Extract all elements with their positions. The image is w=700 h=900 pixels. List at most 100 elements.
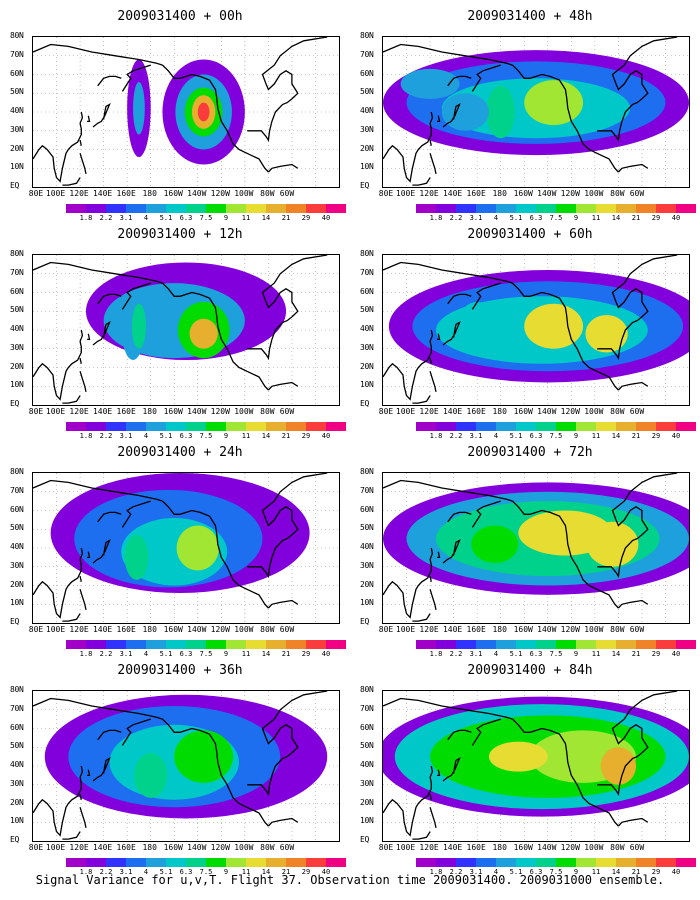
colorbar-label: 2.2	[99, 650, 113, 658]
colorbar-swatch	[536, 858, 556, 867]
coastline	[87, 551, 91, 559]
colorbar-swatch	[416, 640, 436, 649]
longitude-label: 120E	[419, 189, 439, 198]
coastline	[412, 177, 431, 186]
latitude-label: 80N	[360, 249, 374, 258]
colorbar-swatch	[516, 858, 536, 867]
latitude-label: 20N	[360, 143, 374, 153]
colorbar-label: 4	[493, 868, 499, 876]
latitude-label: 40N	[10, 542, 24, 551]
colorbar-swatch	[556, 204, 576, 213]
coastline	[79, 589, 87, 611]
colorbar-label: 14	[261, 214, 271, 222]
longitude-label: 160E	[116, 625, 136, 634]
colorbar-swatch	[306, 858, 326, 867]
colorbar-swatch	[326, 640, 346, 649]
coastline	[92, 757, 111, 782]
longitude-label: 60W	[629, 625, 645, 634]
latitude-label: EQ	[10, 181, 20, 190]
colorbar-swatch	[146, 204, 166, 213]
longitude-label: 100E	[395, 407, 416, 416]
longitude-label: 120E	[69, 625, 89, 634]
longitude-label: 140E	[92, 407, 113, 416]
colorbar-label: 1.8	[429, 650, 443, 658]
longitude-label: 100W	[234, 407, 254, 416]
variance-map	[32, 254, 340, 406]
coastline	[79, 357, 82, 364]
colorbar-swatch	[676, 204, 696, 213]
colorbar-label: 29	[301, 650, 311, 658]
longitude-label: 80W	[610, 189, 625, 198]
longitude-label: 60W	[279, 407, 295, 416]
colorbar-label: 6.3	[529, 650, 543, 658]
longitude-label: 140W	[537, 189, 557, 198]
longitude-label: 140W	[187, 407, 207, 416]
colorbar-label: 6.3	[179, 650, 193, 658]
latitude-label: 70N	[360, 485, 374, 495]
longitude-label: 80E	[378, 189, 394, 198]
longitude-label: 160W	[163, 625, 183, 634]
colorbar-label: 11	[241, 214, 251, 222]
colorbar-swatch	[656, 640, 676, 649]
colorbar-label: 1.8	[429, 214, 443, 222]
variance-contour	[486, 85, 515, 139]
colorbar-label: 9	[573, 650, 579, 658]
colorbar-swatch	[496, 422, 516, 431]
latitude-label: 50N	[360, 305, 374, 315]
colorbar-swatch	[286, 858, 306, 867]
coastline	[79, 153, 87, 175]
longitude-label: 140W	[187, 189, 207, 198]
colorbar-label: 14	[261, 650, 271, 658]
colorbar-swatch	[226, 204, 246, 213]
colorbar-swatch	[226, 858, 246, 867]
coastline	[471, 718, 501, 746]
forecast-panel: 2009031400 + 12h 80N 70N 60N 50N 40N 30N 20N 10N…	[10, 226, 350, 441]
coastline	[617, 381, 649, 391]
colorbar-label: 7.5	[199, 214, 213, 222]
coastline	[429, 575, 432, 582]
latitude-label: 60N	[360, 504, 374, 514]
colorbar-label: 6.3	[179, 214, 193, 222]
colorbar-swatch	[226, 640, 246, 649]
longitude-label: 140W	[187, 625, 207, 634]
longitude-label: 100W	[234, 843, 254, 852]
variance-field	[50, 473, 310, 593]
forecast-panel: 2009031400 + 48h 80N 70N 60N 50N 40N 30N 20N 10N…	[360, 8, 700, 223]
colorbar-swatch	[636, 858, 656, 867]
coastline	[162, 282, 269, 391]
longitude-label: 140E	[442, 843, 463, 852]
latitude-label: 20N	[360, 797, 374, 807]
longitude-label: 80E	[28, 189, 44, 198]
coastline	[611, 255, 678, 318]
variance-contour	[131, 303, 146, 349]
latitude-label: 50N	[10, 305, 24, 315]
coastline	[429, 589, 437, 611]
coastline	[611, 473, 678, 536]
coastline	[442, 321, 461, 346]
longitude-label: 80W	[260, 843, 275, 852]
colorbar-swatch	[576, 858, 596, 867]
latitude-label: 30N	[360, 560, 374, 570]
colorbar-swatch	[166, 422, 186, 431]
colorbar-swatch	[616, 204, 636, 213]
colorbar-label: 21	[281, 650, 291, 658]
latitude-label: EQ	[360, 399, 370, 408]
variance-contour	[524, 80, 584, 126]
coastline	[121, 718, 151, 746]
coastline	[121, 500, 151, 528]
longitude-label: 140E	[442, 625, 463, 634]
longitude-label: 100W	[584, 407, 604, 416]
longitude-label: 60W	[279, 189, 295, 198]
colorbar-label: 21	[281, 868, 291, 876]
coastline	[447, 511, 472, 523]
latitude-label: 40N	[10, 760, 24, 769]
colorbar-label: 29	[651, 650, 661, 658]
latitude-label: 70N	[360, 703, 374, 713]
colorbar-swatch	[326, 204, 346, 213]
variance-contour	[471, 525, 519, 563]
coastline	[447, 729, 472, 741]
longitude-label: 120W	[560, 189, 580, 198]
latitude-label: 50N	[10, 523, 24, 533]
longitude-label: 160E	[116, 189, 136, 198]
latitude-label: 50N	[360, 523, 374, 533]
